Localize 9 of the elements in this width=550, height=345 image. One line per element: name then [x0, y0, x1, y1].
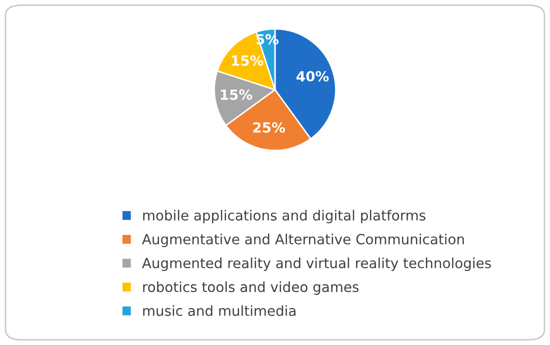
legend-label: Augmentative and Alternative Communication — [142, 234, 464, 248]
legend-label: mobile applications and digital platforms — [143, 210, 426, 224]
data-label: 15% — [232, 55, 264, 66]
legend-label: Augmented reality and virtual reality technologies — [142, 258, 491, 271]
data-label: 15% — [220, 89, 252, 100]
data-label: 25% — [253, 122, 286, 133]
legend-label: music and multimedia — [143, 305, 296, 316]
data-label: 40% — [296, 71, 329, 82]
legend-label: robotics tools and video games — [143, 281, 359, 295]
